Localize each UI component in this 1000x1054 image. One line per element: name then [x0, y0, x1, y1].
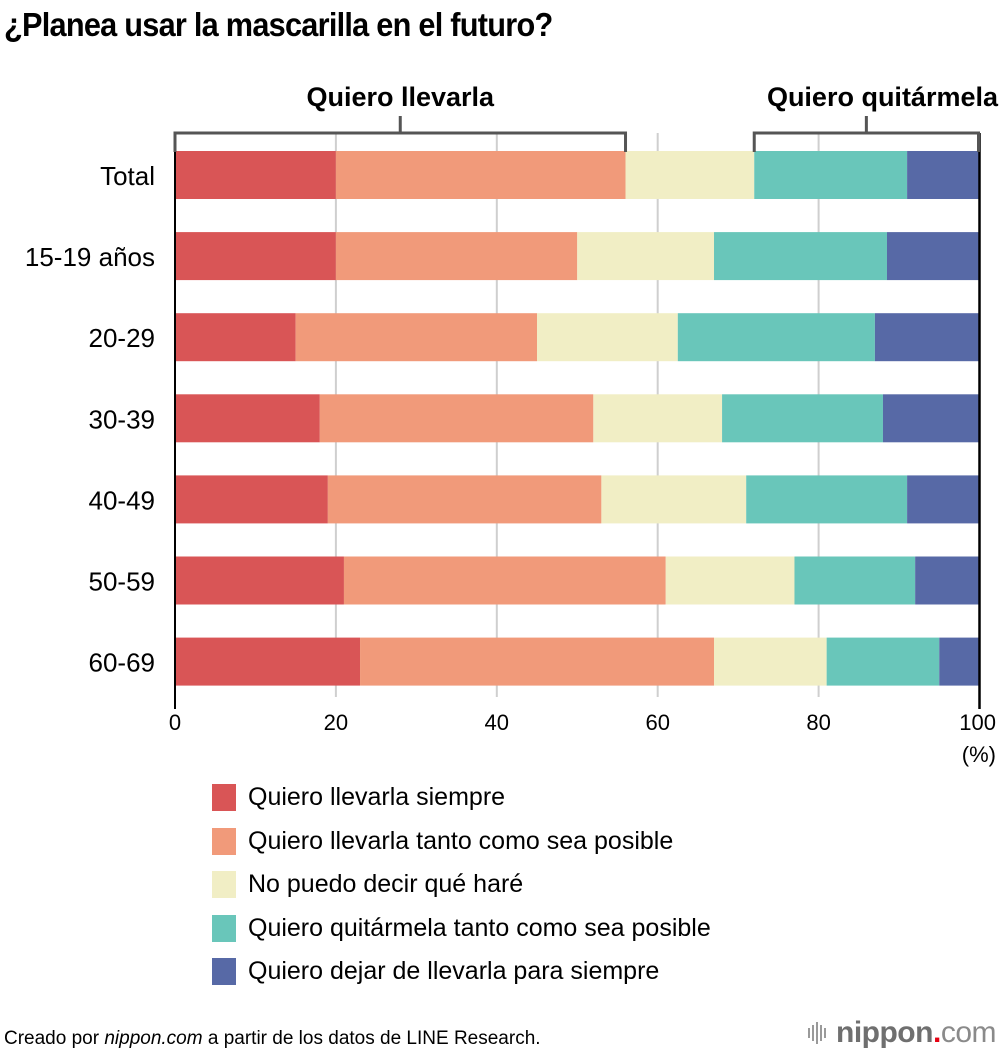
bar-segment — [939, 637, 980, 686]
legend-label: Quiero dejar de llevarla para siempre — [248, 957, 660, 986]
bar-segment — [537, 313, 678, 362]
bar-segment — [754, 151, 908, 199]
bar-segment — [327, 475, 602, 524]
bar-segment — [175, 232, 336, 281]
x-tick-label: 100 — [959, 710, 996, 735]
category-label: 50-59 — [89, 567, 156, 597]
bar-segment — [577, 232, 715, 281]
category-label: 40-49 — [89, 485, 156, 515]
bar-segment — [714, 232, 887, 281]
legend-label: Quiero llevarla tanto como sea posible — [248, 826, 674, 855]
bar-segment — [907, 151, 980, 199]
bar-segment — [794, 556, 916, 605]
x-tick-label: 20 — [324, 710, 348, 735]
bar-segment — [826, 637, 940, 686]
logo-wordmark: nippon.com — [836, 1016, 997, 1050]
stacked-bar-chart: Quiero llevarla Quiero quitármela 0 20 40 60… — [25, 82, 999, 767]
bar-segment — [677, 313, 875, 362]
logo-tld: com — [940, 1016, 997, 1049]
category-label: Total — [100, 161, 155, 191]
x-unit-label: (%) — [962, 742, 996, 767]
bar-segment — [319, 394, 594, 443]
bar-segment — [915, 556, 980, 605]
source-suffix: a partir de los datos de LINE Research. — [202, 1028, 541, 1049]
bar-segment — [175, 313, 296, 362]
bar-segment — [601, 475, 747, 524]
bar-segment — [335, 232, 578, 281]
legend-label: No puedo decir qué haré — [248, 870, 524, 899]
bar-segment — [593, 394, 723, 443]
bar-segment — [714, 637, 827, 686]
x-tick-label: 80 — [806, 710, 830, 735]
bar-segment — [746, 475, 908, 524]
legend-label: Quiero quitármela tanto como sea posible — [248, 913, 711, 942]
bar-segment — [295, 313, 538, 362]
bar-segment — [874, 313, 980, 362]
category-labels: Total 15-19 años 20-29 30-39 40-49 50-59 60-69 — [25, 161, 155, 678]
logo-name: nippon — [836, 1016, 933, 1049]
axes — [174, 133, 981, 709]
bars — [175, 151, 980, 686]
source-note: Creado por nippon.com a partir de los da… — [4, 1028, 541, 1050]
legend-swatch — [212, 871, 236, 899]
bar-segment — [343, 556, 666, 605]
bar-segment — [335, 151, 626, 199]
group-bracket — [752, 116, 980, 152]
category-label: 20-29 — [89, 323, 156, 353]
legend-label: Quiero llevarla siempre — [248, 783, 506, 812]
legend-swatch — [212, 914, 236, 942]
x-tick-label: 60 — [645, 710, 669, 735]
source-site: nippon.com — [104, 1028, 203, 1049]
legend-item: Quiero dejar de llevarla para siempre — [212, 950, 711, 994]
legend-item: Quiero llevarla siempre — [212, 776, 711, 820]
group-label: Quiero quitármela — [767, 82, 999, 112]
bar-segment — [882, 394, 980, 443]
category-label: 30-39 — [89, 404, 156, 434]
group-brackets: Quiero llevarla Quiero quitármela — [173, 82, 999, 152]
x-tick-label: 0 — [169, 710, 181, 735]
bar-segment — [175, 475, 328, 524]
bar-segment — [360, 637, 715, 686]
legend-swatch — [212, 784, 236, 812]
legend-item: No puedo decir qué haré — [212, 863, 711, 907]
bar-segment — [175, 151, 336, 199]
logo-dot: . — [932, 1016, 941, 1049]
nippon-logo: nippon.com — [808, 1016, 997, 1050]
logo-mark-icon — [808, 1022, 826, 1044]
x-tick-label: 40 — [485, 710, 509, 735]
bar-segment — [907, 475, 980, 524]
group-bracket — [173, 116, 628, 152]
x-tick-labels: 0 20 40 60 80 100 (%) — [169, 710, 996, 767]
bar-segment — [886, 232, 980, 281]
category-label: 15-19 años — [25, 242, 155, 272]
legend: Quiero llevarla siempre Quiero llevarla t… — [212, 776, 711, 994]
legend-swatch — [212, 827, 236, 855]
bar-segment — [175, 556, 344, 605]
source-prefix: Creado por — [4, 1028, 105, 1049]
bar-segment — [722, 394, 883, 443]
group-label: Quiero llevarla — [306, 82, 495, 112]
bar-segment — [665, 556, 795, 605]
chart-title: ¿Planea usar la mascarilla en el futuro? — [4, 6, 553, 43]
bar-segment — [175, 637, 361, 686]
category-label: 60-69 — [89, 648, 156, 678]
bar-segment — [625, 151, 755, 199]
legend-swatch — [212, 958, 236, 986]
bar-segment — [175, 394, 320, 443]
legend-item: Quiero quitármela tanto como sea posible — [212, 907, 711, 951]
legend-item: Quiero llevarla tanto como sea posible — [212, 820, 711, 864]
